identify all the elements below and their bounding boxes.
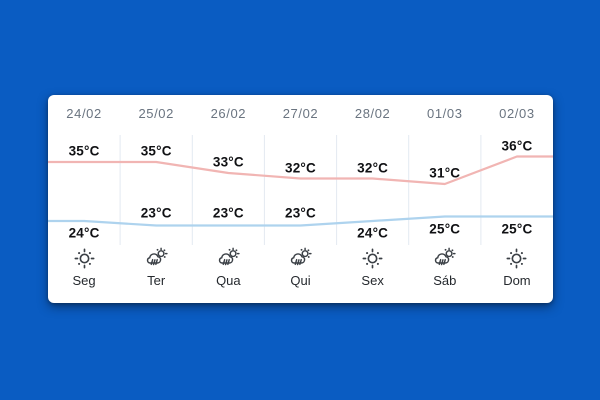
date-label: 25/02 (138, 106, 174, 121)
date-label: 01/03 (427, 106, 463, 121)
weather-forecast-card: 24/02 25/02 26/02 27/02 28/02 01/03 02/0… (48, 95, 553, 303)
sun-icon (72, 246, 97, 271)
day-column-sex[interactable]: Sex (337, 246, 409, 288)
day-column-seg[interactable]: Seg (48, 246, 120, 288)
weekday-label: Qui (290, 273, 311, 288)
day-column-qua[interactable]: Qua (192, 246, 264, 288)
date-label: 26/02 (210, 106, 247, 121)
temperature-line-chart (48, 135, 553, 245)
shower-rain-icon (432, 246, 457, 271)
weekday-label: Seg (72, 273, 96, 288)
date-label: 27/02 (282, 106, 319, 121)
weekday-label: Sáb (433, 273, 457, 288)
weekday-label: Ter (147, 273, 166, 288)
weekday-label: Dom (503, 273, 531, 288)
date-label: 24/02 (66, 106, 102, 121)
date-label: 28/02 (354, 106, 391, 121)
weekday-label: Sex (361, 273, 384, 288)
day-column-dom[interactable]: Dom (481, 246, 553, 288)
shower-rain-icon (288, 246, 313, 271)
shower-rain-icon (216, 246, 241, 271)
weekday-row: Seg Ter Qua Qui Sex Sáb (48, 246, 553, 288)
day-column-qui[interactable]: Qui (264, 246, 336, 288)
day-column-ter[interactable]: Ter (120, 246, 192, 288)
sun-icon (360, 246, 385, 271)
shower-rain-icon (144, 246, 169, 271)
dates-row: 24/02 25/02 26/02 27/02 28/02 01/03 02/0… (48, 106, 553, 121)
date-label: 02/03 (499, 106, 535, 121)
weekday-label: Qua (216, 273, 241, 288)
sun-icon (504, 246, 529, 271)
day-column-sab[interactable]: Sáb (409, 246, 481, 288)
